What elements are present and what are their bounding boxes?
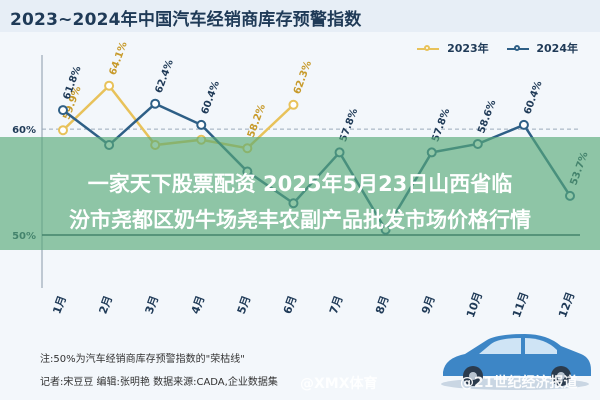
- chart-title: 2023~2024年中国汽车经销商库存预警指数: [10, 10, 362, 30]
- data-point: [58, 105, 68, 116]
- legend-label-2024: 2024年: [536, 42, 578, 55]
- legend-swatch-2023: [417, 44, 440, 54]
- credits-line: 记者:宋豆豆 编辑:张明艳 数据来源:CADA,企业数据集: [40, 377, 278, 388]
- x-tick-label: 5月: [235, 294, 254, 316]
- data-point: [288, 99, 299, 110]
- x-tick-label: 4月: [189, 294, 208, 316]
- data-point: [196, 119, 207, 130]
- ad-overlay-band: [0, 137, 600, 250]
- data-point: [518, 119, 529, 130]
- watermark-left: @XMX体育: [300, 376, 378, 392]
- x-tick-label: 2月: [97, 294, 116, 316]
- x-tick-label: 1月: [50, 294, 69, 316]
- legend-item-2024: 2024年: [506, 40, 578, 56]
- footnote: 注:50%为汽车经销商库存预警指数的"荣枯线": [40, 354, 245, 365]
- data-label: 62.4%: [154, 58, 176, 94]
- watermark-right: @21世纪经济报道: [460, 375, 578, 391]
- overlay-headline-line2: 汾市尧都区奶牛场尧丰农副产品批发市场价格行情: [69, 208, 531, 232]
- data-point: [150, 98, 161, 109]
- legend-item-2023: 2023年: [417, 40, 489, 56]
- x-tick-label: 10月: [464, 290, 485, 319]
- data-label: 58.2%: [246, 103, 268, 139]
- x-tick-label: 11月: [510, 290, 531, 319]
- legend-label-2023: 2023年: [447, 42, 489, 55]
- x-tick-label: 9月: [419, 294, 438, 316]
- data-label: 62.3%: [292, 59, 314, 95]
- overlay-headline-line1: 一家天下股票配资 2025年5月23日山西省临: [87, 172, 513, 196]
- legend: 2023年 2024年: [403, 40, 578, 56]
- data-label: 60.4%: [522, 80, 544, 116]
- data-label: 64.1%: [108, 40, 130, 76]
- data-point: [58, 125, 68, 136]
- x-tick-label: 8月: [373, 294, 392, 316]
- x-tick-label: 3月: [143, 294, 162, 316]
- x-tick-label: 6月: [281, 294, 300, 316]
- legend-swatch-2024: [506, 44, 529, 54]
- x-tick-label: 12月: [556, 290, 577, 319]
- data-label: 58.6%: [476, 99, 498, 135]
- car-illustration: [441, 334, 591, 390]
- title-bar: 2023~2024年中国汽车经销商库存预警指数: [0, 0, 600, 32]
- data-point: [104, 80, 115, 91]
- y-tick-label: 60%: [12, 125, 36, 136]
- x-tick-label: 7月: [327, 294, 346, 316]
- data-label: 60.4%: [200, 80, 222, 116]
